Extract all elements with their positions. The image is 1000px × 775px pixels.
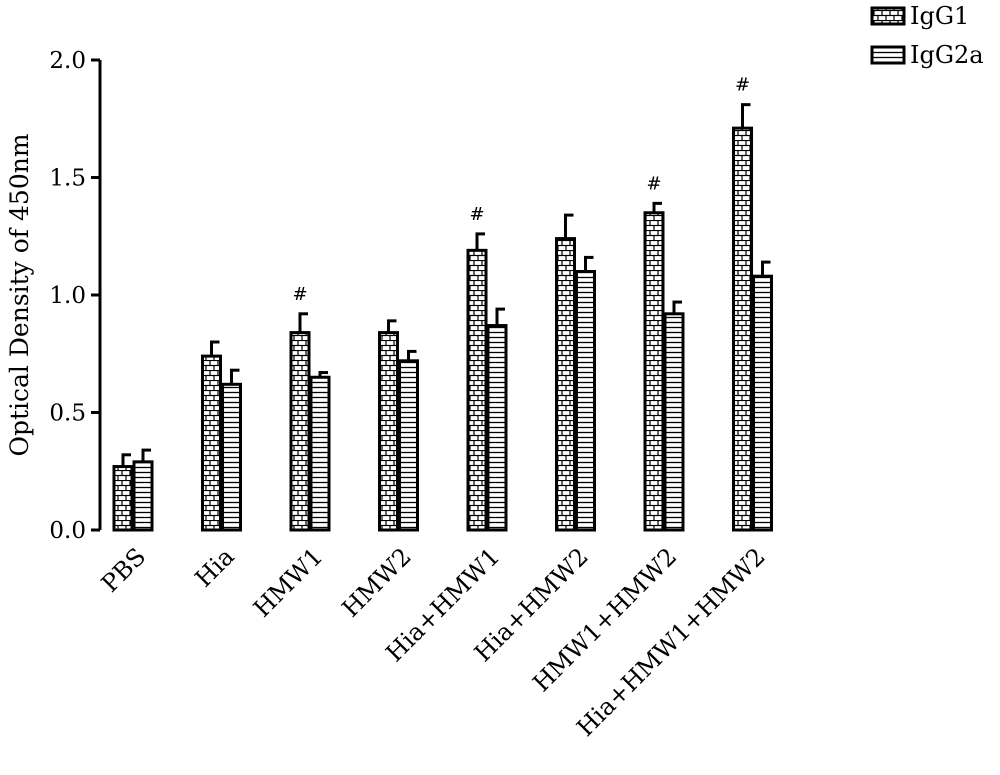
bar-igg2a-0 — [132, 460, 154, 532]
y-axis-ticks: 0.0 0.5 1.0 1.5 2.0 — [49, 48, 100, 544]
legend: IgG1 IgG2a — [870, 2, 984, 69]
legend-label: IgG2a — [910, 41, 984, 69]
bar-igg2a-6 — [663, 312, 685, 532]
bar-igg1-5 — [555, 237, 576, 532]
bar-igg2a-2 — [309, 375, 331, 532]
y-tick-label: 1.0 — [49, 283, 86, 309]
legend-label: IgG1 — [910, 2, 969, 30]
bar-igg2a-1 — [221, 382, 242, 532]
y-tick-label: 0.0 — [49, 518, 86, 544]
y-tick-label: 2.0 — [49, 48, 86, 74]
significance-marker: # — [646, 173, 661, 194]
significance-marker: # — [292, 284, 307, 305]
x-tick-label: HMW2 — [337, 542, 417, 622]
bar-igg1-6 — [643, 211, 665, 532]
x-tick-label: PBS — [96, 542, 151, 597]
x-tick-label: Hia — [190, 542, 240, 592]
bar-igg2a-4 — [486, 324, 508, 532]
y-tick-label: 0.5 — [49, 401, 86, 427]
x-axis-labels: PBS Hia HMW1 HMW2Hia+HMW1Hia+HMW2HMW1+HMW2H… — [96, 542, 771, 741]
bars: # # # # — [112, 75, 773, 532]
bar-igg1-7 — [732, 126, 753, 532]
bar-igg2a-7 — [752, 274, 773, 532]
y-tick-label: 1.5 — [49, 166, 86, 192]
y-axis-title: Optical Density of 450nm — [5, 133, 34, 456]
significance-marker: # — [735, 75, 750, 96]
bar-igg2a-5 — [575, 270, 596, 532]
bar-igg1-3 — [378, 331, 399, 532]
bar-igg2a-3 — [398, 359, 419, 532]
bar-igg1-0 — [112, 465, 134, 532]
x-tick-label: HMW1 — [248, 542, 328, 622]
legend-swatch — [870, 45, 906, 65]
bar-igg1-2 — [289, 331, 311, 532]
legend-swatch — [870, 6, 906, 26]
bar-igg1-1 — [201, 354, 222, 532]
bar-igg1-4 — [466, 248, 488, 532]
significance-marker: # — [469, 204, 484, 225]
